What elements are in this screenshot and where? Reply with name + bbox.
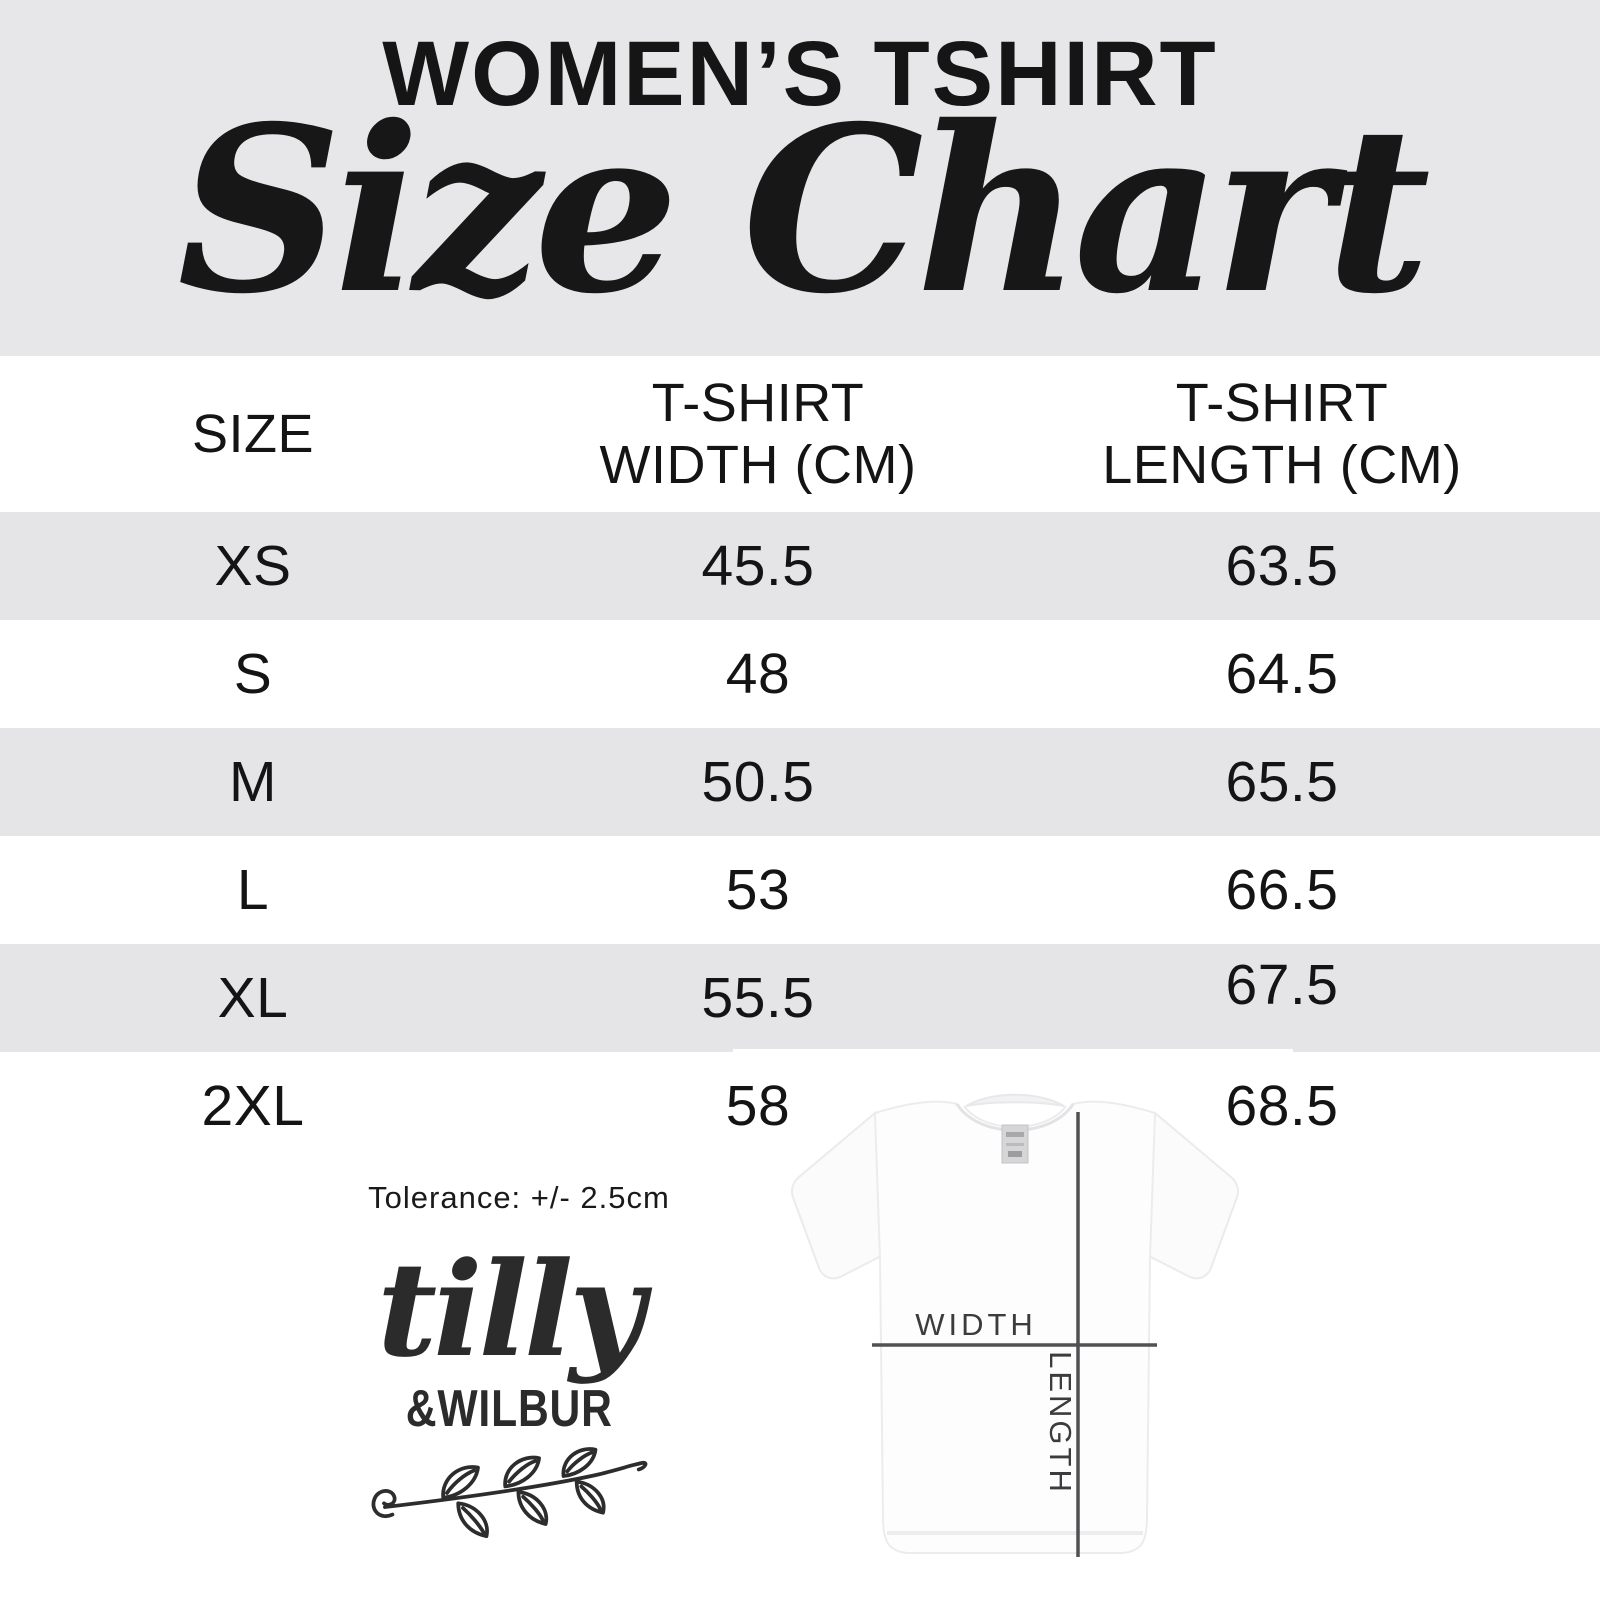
length-value: 67.5: [1225, 953, 1339, 1017]
length-value: 68.5: [1225, 1074, 1339, 1138]
column-header-width-line2: WIDTH (CM): [599, 435, 917, 495]
column-header-length-line2: LENGTH (CM): [1102, 435, 1462, 495]
width-value: 45.5: [701, 534, 815, 598]
brand-logo: tilly &WILBUR: [356, 1233, 662, 1547]
size-value: M: [229, 750, 277, 814]
tolerance-note: Tolerance: +/- 2.5cm: [368, 1180, 670, 1215]
length-value: 64.5: [1225, 642, 1339, 706]
column-header-length: T-SHIRT LENGTH (CM): [1010, 372, 1600, 496]
table-row: XS 45.5 63.5: [0, 512, 1600, 620]
tshirt-back-collar: [965, 1093, 1065, 1107]
table-row: 2XL 58 68.5: [0, 1052, 1600, 1160]
width-label: WIDTH: [915, 1307, 1037, 1342]
table-row: XL 55.5 67.5: [0, 944, 1600, 1052]
brand-logo-name: &WILBUR: [405, 1379, 613, 1438]
branch-icon: [356, 1443, 662, 1547]
length-label: LENGTH: [1043, 1351, 1078, 1495]
size-value: L: [236, 858, 270, 922]
size-value: XL: [217, 966, 289, 1030]
neck-label-print: [1006, 1132, 1024, 1137]
page-title: Size Chart: [177, 76, 1431, 344]
table-row: L 53 66.5: [0, 836, 1600, 944]
brand-logo-script: tilly: [377, 1233, 645, 1386]
size-value: 2XL: [201, 1074, 305, 1138]
header-band: [0, 0, 1600, 356]
table-row: M 50.5 65.5: [0, 728, 1600, 836]
size-value: S: [233, 642, 273, 706]
tshirt-right-sleeve: [1137, 1111, 1240, 1280]
width-value: 50.5: [701, 750, 815, 814]
length-value: 65.5: [1225, 750, 1339, 814]
length-value: 63.5: [1225, 534, 1339, 598]
tshirt-photo: WIDTH LENGTH: [733, 1049, 1293, 1600]
width-value: 48: [725, 642, 791, 706]
column-header-size: SIZE: [191, 404, 315, 464]
table-row: S 48 64.5: [0, 620, 1600, 728]
size-table: SIZE T-SHIRT WIDTH (CM) T-SHIRT LENGTH (…: [0, 356, 1600, 1160]
column-header-length-line1: T-SHIRT: [1175, 373, 1389, 433]
width-value: 55.5: [701, 966, 815, 1030]
neck-label-print: [1008, 1151, 1022, 1157]
tshirt-body: [873, 1100, 1157, 1554]
column-header-width-line1: T-SHIRT: [651, 373, 865, 433]
column-header-width: T-SHIRT WIDTH (CM): [506, 372, 1010, 496]
table-body: XS 45.5 63.5 S 48 64.5 M 50.5 65.5 L 53 …: [0, 512, 1600, 1160]
width-value: 53: [725, 858, 791, 922]
neck-label-print: [1006, 1143, 1024, 1146]
size-value: XS: [214, 534, 292, 598]
tshirt-diagram: WIDTH LENGTH: [790, 1093, 1240, 1557]
width-value: 58: [725, 1074, 791, 1138]
tshirt-left-sleeve: [790, 1111, 893, 1280]
table-header-row: SIZE T-SHIRT WIDTH (CM) T-SHIRT LENGTH (…: [0, 356, 1600, 512]
length-value: 66.5: [1225, 858, 1339, 922]
category-title: WOMEN’S TSHIRT: [382, 23, 1218, 125]
